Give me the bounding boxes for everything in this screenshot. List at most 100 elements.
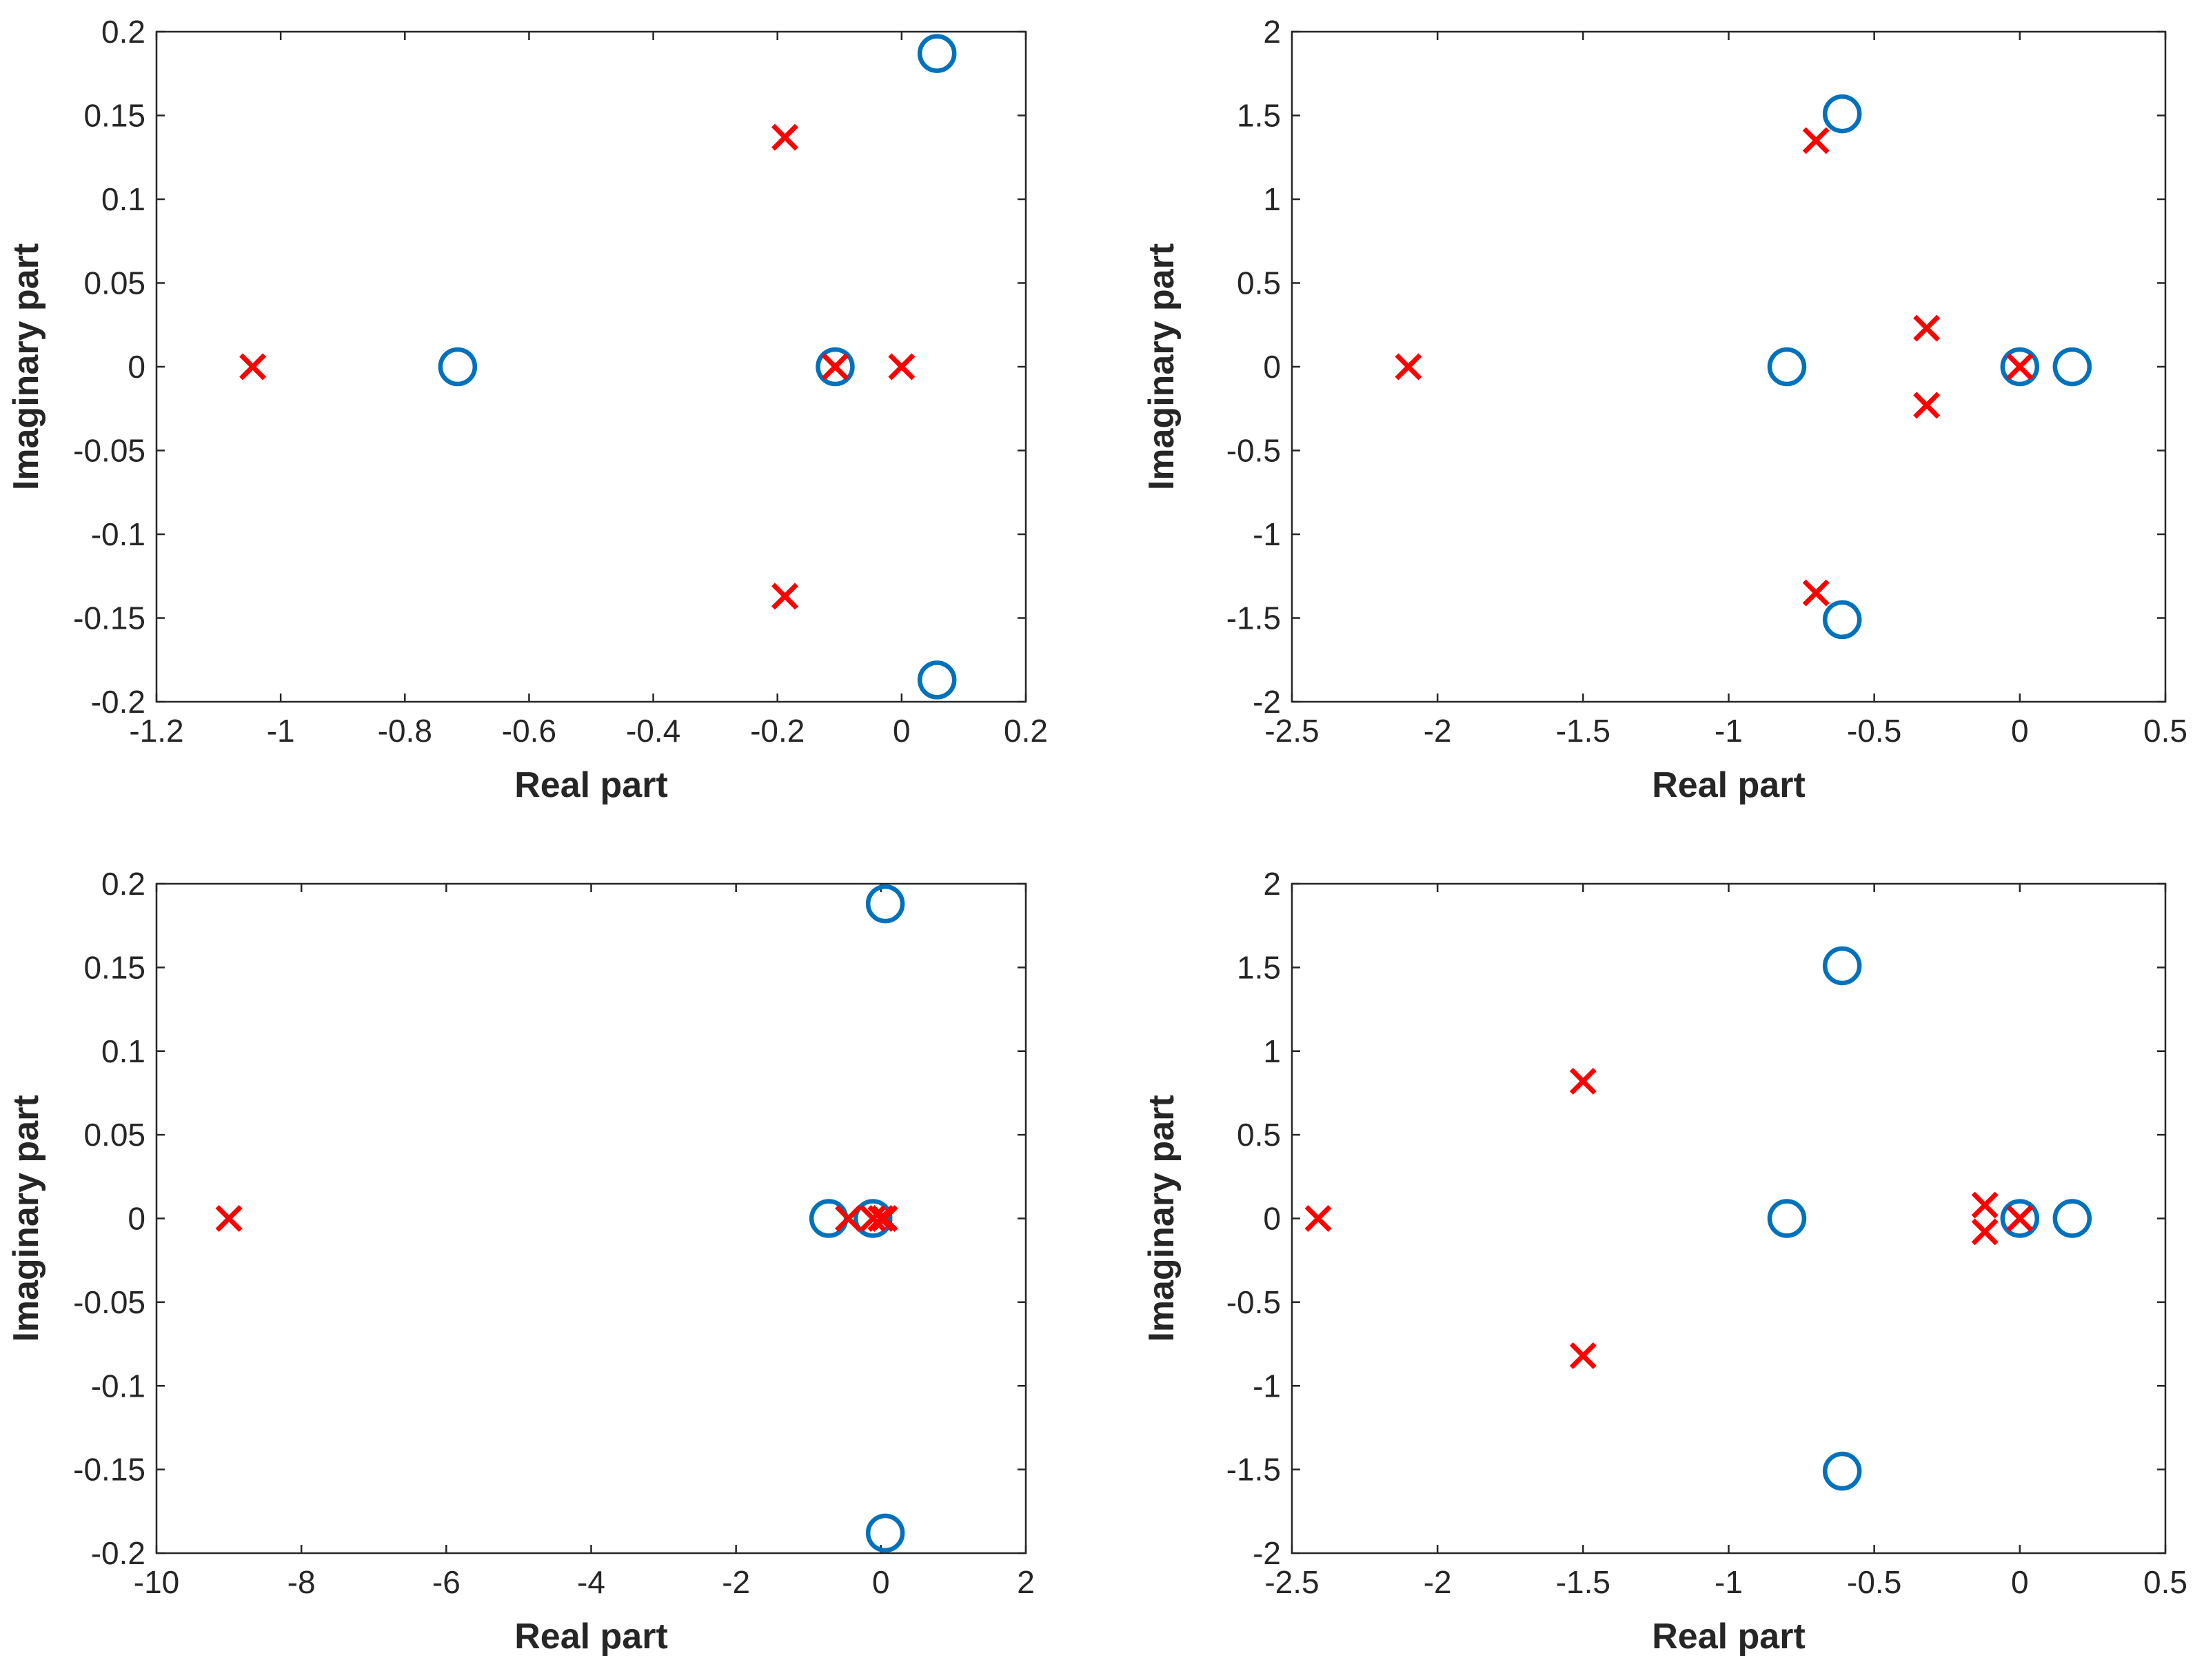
x-tick-label: -2.5 <box>1264 713 1319 749</box>
pole-marker <box>1971 1218 1999 1246</box>
pole-marker <box>215 1205 243 1232</box>
y-tick-label: 0.2 <box>101 866 145 902</box>
y-tick-label: 1.5 <box>1237 949 1281 985</box>
pole-marker <box>1802 127 1830 154</box>
pole-marker <box>1802 579 1830 607</box>
axes-box <box>1291 30 2167 703</box>
y-tick-label: -1.5 <box>1226 600 1281 636</box>
y-tick-label: 0.5 <box>1237 265 1281 301</box>
pole-marker <box>1913 314 1941 342</box>
x-tick-label: -2 <box>722 1564 750 1600</box>
x-tick-label: -2.5 <box>1264 1564 1319 1600</box>
y-tick-label: -2 <box>1253 1535 1281 1571</box>
y-axis-label: Imaginary part <box>1142 243 1182 490</box>
zero-marker <box>2000 1199 2040 1238</box>
x-tick-label: -0.5 <box>1847 713 1901 749</box>
y-tick-label: 0 <box>1263 349 1281 385</box>
y-tick-label: 0.5 <box>1237 1117 1281 1153</box>
pole-marker <box>1971 1191 1999 1219</box>
y-tick-label: 0.1 <box>101 181 145 217</box>
x-tick-label: -6 <box>432 1564 461 1600</box>
y-tick-label: -0.05 <box>73 1284 145 1320</box>
axes-box <box>155 882 1027 1555</box>
x-tick-label: -1 <box>1715 1564 1743 1600</box>
x-tick-label: -1.5 <box>1556 1564 1610 1600</box>
x-axis-label: Real part <box>514 1617 668 1657</box>
x-tick-label: 0 <box>893 713 911 749</box>
pole-marker <box>2006 353 2034 381</box>
x-tick-label: 0.5 <box>2143 1564 2187 1600</box>
y-axis-label: Imaginary part <box>6 243 46 490</box>
pole-zero-plot-bottom-right: -2.5 -2 -1.5 -1 -0.5 0 0.5-2-1.5-1-0.500.511.5… <box>1142 866 2187 1657</box>
zero-marker <box>2052 347 2092 387</box>
y-tick-label: -1 <box>1253 516 1281 552</box>
pole-marker <box>771 583 798 610</box>
x-tick-label: 2 <box>1017 1564 1035 1600</box>
pole-marker <box>859 1205 887 1232</box>
axes-box <box>1291 882 2167 1555</box>
y-tick-label: -0.5 <box>1226 433 1281 469</box>
zero-marker <box>1767 347 1807 387</box>
zero-marker <box>2000 347 2040 387</box>
pole-marker <box>2006 1205 2034 1232</box>
y-tick-label: 1 <box>1263 1033 1281 1069</box>
y-tick-label: -1.5 <box>1226 1452 1281 1488</box>
y-tick-label: -0.2 <box>91 684 145 720</box>
x-tick-label: -2 <box>1424 713 1452 749</box>
zero-marker <box>865 884 905 924</box>
y-tick-label: 1.5 <box>1237 98 1281 134</box>
y-tick-label: 2 <box>1263 866 1281 902</box>
pole-marker <box>871 1205 898 1232</box>
y-tick-label: 0.15 <box>83 98 145 134</box>
y-tick-label: -0.5 <box>1226 1284 1281 1320</box>
x-tick-label: 0.2 <box>1004 713 1048 749</box>
y-tick-label: 0.2 <box>101 14 145 50</box>
y-tick-label: 1 <box>1263 181 1281 217</box>
zero-marker <box>865 1513 905 1553</box>
y-axis-label: Imaginary part <box>1142 1095 1182 1342</box>
pole-marker <box>835 1205 862 1232</box>
pole-marker <box>771 123 798 151</box>
zero-marker <box>1822 600 1862 640</box>
x-tick-label: -0.4 <box>626 713 680 749</box>
x-tick-label: -8 <box>287 1564 316 1600</box>
x-tick-label: -1 <box>267 713 295 749</box>
y-tick-label: -0.05 <box>73 433 145 469</box>
pole-marker <box>1395 353 1422 381</box>
y-tick-label: -0.1 <box>91 516 145 552</box>
y-tick-label: -0.15 <box>73 1452 145 1488</box>
zero-marker <box>438 347 478 387</box>
y-tick-label: 2 <box>1263 14 1281 50</box>
y-tick-label: 0.05 <box>83 265 145 301</box>
x-tick-label: -10 <box>134 1564 179 1600</box>
x-tick-label: 0 <box>872 1564 890 1600</box>
pole-marker <box>1569 1342 1597 1370</box>
zero-marker <box>1822 94 1862 134</box>
pole-zero-plot-bottom-left: -10 -8 -6 -4 -2 0 2 -0.2 -0.15 -0.1 -0.05 0 0.05 0.1 0… <box>6 866 1035 1657</box>
y-tick-label: 0 <box>128 1201 145 1237</box>
x-axis-label: Real part <box>1652 1617 1806 1657</box>
x-tick-label: -4 <box>577 1564 605 1600</box>
pole-marker <box>867 1205 895 1232</box>
y-tick-label: -0.1 <box>91 1368 145 1404</box>
x-tick-label: -1 <box>1715 713 1743 749</box>
x-axis-label: Real part <box>1652 765 1806 805</box>
axes-box <box>155 30 1027 703</box>
zero-marker <box>853 1199 893 1238</box>
y-tick-label: 0.1 <box>101 1033 145 1069</box>
pole-marker <box>1569 1067 1597 1095</box>
pole-marker <box>239 353 267 381</box>
zero-marker <box>917 34 957 73</box>
y-tick-label: -0.2 <box>91 1535 145 1571</box>
pole-zero-plot-top-right: -2.5 -2 -1.5 -1 -0.5 0 0.5-2-1.5-1-0.500.511.5… <box>1142 14 2187 805</box>
x-tick-label: 0.5 <box>2143 713 2187 749</box>
y-tick-label: -2 <box>1253 684 1281 720</box>
y-tick-label: 0.15 <box>83 949 145 985</box>
zero-marker <box>917 660 957 700</box>
x-tick-label: -0.2 <box>750 713 805 749</box>
y-tick-label: 0.05 <box>83 1117 145 1153</box>
y-tick-label: 0 <box>128 349 145 385</box>
pole-zero-plot-top-left: -1.2 -1 -0.8 -0.6 -0.4 -0.2 0 0.2 -0.2 -0.15 -0.1 -… <box>6 14 1048 805</box>
zero-marker <box>816 347 855 387</box>
